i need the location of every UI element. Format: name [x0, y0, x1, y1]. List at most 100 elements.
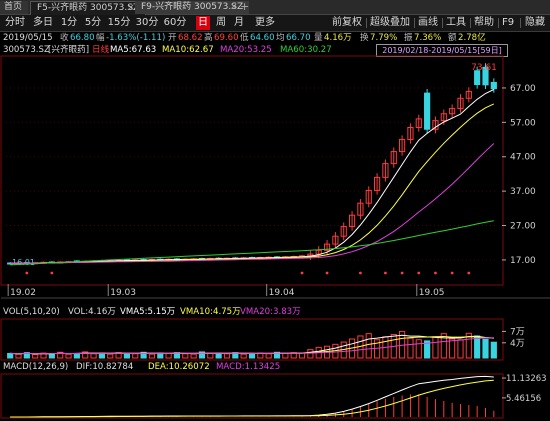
volume-panel-border	[0, 318, 504, 361]
toolbar-tools[interactable]: 工具	[446, 17, 466, 28]
volume-bar	[298, 352, 306, 359]
candle-body	[432, 120, 439, 130]
toolbar-f9[interactable]: F9	[501, 17, 515, 28]
volume-bar	[432, 336, 439, 359]
quote-open-label: 开	[168, 33, 177, 43]
macd-title: MACD(12,26,9)	[3, 362, 69, 372]
add-tab-icon[interactable]: +	[240, 0, 250, 13]
candle-body	[424, 92, 431, 130]
signal-markers	[25, 271, 471, 275]
candle-body	[365, 189, 372, 204]
quote-close-label: 收	[60, 33, 69, 43]
toolbar-monthly[interactable]: 月	[234, 17, 244, 28]
vma5-label: VMA5:5.15万	[120, 307, 176, 317]
quote-bar: 2019/05/15 收 66.80 幅 -1.63%(-1.11) 开 68.…	[0, 32, 550, 44]
toolbar-divider	[442, 18, 443, 28]
quote-open: 68.62	[178, 33, 203, 43]
candle-body	[407, 127, 414, 141]
tab-f9-stock[interactable]: F9-兴齐眼药 300573.SZ ×	[135, 1, 250, 14]
ma60-line	[10, 220, 494, 266]
candlestick-series: 16.01 73.61	[7, 63, 497, 267]
quote-volume-label: 量	[314, 33, 323, 43]
volume-tick-label: 7万	[510, 327, 525, 337]
toolbar-weekly[interactable]: 周	[216, 17, 226, 28]
volume-bar	[32, 354, 39, 359]
tab-home[interactable]: 首页	[0, 1, 28, 14]
quote-close: 66.80	[70, 33, 95, 43]
toolbar-help[interactable]: 帮助	[474, 17, 494, 28]
toolbar-overlay[interactable]: 超级叠加	[370, 17, 410, 28]
last-price-label: 16.01	[12, 258, 35, 267]
ma10-label: MA10:62.67	[162, 45, 214, 55]
volume-bar	[7, 352, 14, 359]
quote-current-label: 均	[276, 33, 285, 43]
toolbar-divider	[498, 18, 499, 28]
candle-body	[323, 243, 331, 251]
volume-bar	[440, 333, 447, 359]
candle-body	[382, 163, 389, 178]
toolbar-30min[interactable]: 30分	[135, 17, 159, 28]
toolbar-daily[interactable]: 日	[196, 16, 210, 30]
volume-bar	[73, 352, 80, 359]
toolbar-timeshare[interactable]: 分时	[5, 17, 25, 28]
toolbar-5min[interactable]: 5分	[84, 17, 102, 28]
price-tick-label: 17.00	[510, 256, 536, 266]
date-tick-label: 19.02	[10, 288, 36, 298]
volume-bar	[474, 335, 481, 359]
volume-bar	[482, 338, 489, 359]
signal-dot	[417, 271, 421, 275]
main-chart-header: 300573.SZ [兴齐眼药] 日线 MA5:67.63 MA10:62.67…	[0, 44, 550, 56]
volume-bar	[148, 353, 156, 359]
candle-body	[474, 70, 481, 86]
signal-dot	[25, 271, 29, 275]
toolbar-divider	[366, 18, 367, 28]
volume-bar	[457, 339, 464, 359]
vol-value: VOL:4.16万	[68, 307, 116, 317]
vma10-label: VMA10:4.75万	[180, 307, 241, 317]
macd-tick-label: 5.46156	[506, 394, 541, 404]
quote-turnover-label: 换	[360, 33, 369, 43]
toolbar-hide[interactable]: 隐藏	[525, 17, 545, 28]
main-panel-border	[0, 55, 504, 286]
candle-body	[490, 81, 497, 90]
signal-dot	[359, 271, 362, 275]
ma20-line	[10, 143, 495, 264]
price-tick-label: 47.00	[510, 153, 536, 163]
tab-bar: 首页 F5-兴齐眼药 300573.SZ × F9-兴齐眼药 300573.SZ…	[0, 0, 550, 15]
volume-bar	[365, 333, 372, 359]
dif-label: DIF:10.82784	[76, 362, 134, 372]
macd-panel-border	[0, 373, 504, 419]
candle-body	[348, 214, 356, 228]
price-tick-label: 67.00	[510, 84, 536, 94]
quote-low: 64.60	[250, 33, 275, 43]
candle-body	[457, 97, 464, 110]
quote-change-label: 幅	[96, 33, 105, 43]
toolbar-more[interactable]: 更多	[255, 17, 275, 28]
high-price-label: 73.61	[471, 63, 497, 73]
candle-body	[465, 90, 472, 99]
close-icon[interactable]: ×	[127, 3, 135, 13]
volume-bar	[307, 349, 314, 359]
volume-bar	[90, 353, 97, 359]
price-tick-label: 27.00	[510, 222, 536, 232]
signal-dot	[400, 271, 404, 275]
candle-body	[449, 108, 456, 115]
date-tick-label: 19.05	[419, 288, 445, 298]
toolbar-15min[interactable]: 15分	[107, 17, 131, 28]
toolbar-60min[interactable]: 60分	[163, 17, 187, 28]
volume-bar	[40, 352, 47, 359]
close-icon[interactable]: ×	[230, 2, 238, 12]
volume-bar	[273, 351, 281, 359]
toolbar-multiday[interactable]: 多日	[33, 17, 53, 28]
volume-bar	[65, 353, 72, 359]
volume-bar	[248, 352, 256, 359]
candle-body	[440, 113, 447, 122]
toolbar-forward-adjust[interactable]: 前复权	[332, 17, 362, 28]
macd-header: MACD(12,26,9) DIF:10.82784 DEA:10.26072 …	[0, 362, 550, 373]
toolbar-draw[interactable]: 画线	[418, 17, 438, 28]
quote-amplitude: 7.36%	[414, 33, 442, 43]
volume-bar	[240, 353, 247, 359]
candle-body	[340, 226, 347, 237]
toolbar-1min[interactable]: 1分	[60, 17, 78, 28]
